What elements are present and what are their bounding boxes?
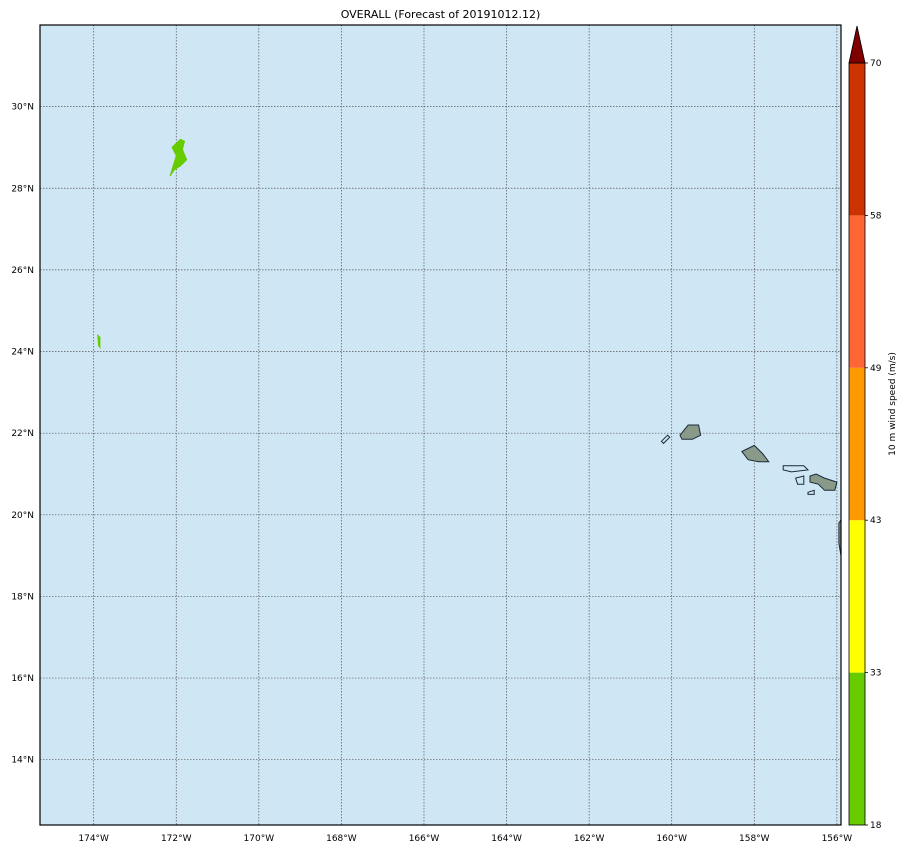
wind-patch-west — [97, 333, 101, 350]
wind-speed-shading — [97, 138, 188, 350]
hawaiian-islands — [660, 424, 841, 557]
lon-tick-label: 166°W — [409, 834, 440, 844]
colorbar-frame — [848, 62, 866, 826]
colorbar-bin — [849, 367, 865, 521]
lat-tick-label: 24°N — [11, 348, 34, 358]
lat-tick-label: 14°N — [11, 756, 34, 766]
lon-tick-label: 164°W — [491, 834, 522, 844]
colorbar-tick-label: 43 — [870, 516, 881, 526]
colorbar-tick-label: 70 — [870, 59, 882, 69]
lat-tick-label: 28°N — [11, 184, 34, 194]
wind-patch-north — [169, 138, 188, 177]
colorbar-tick-label: 18 — [870, 821, 882, 831]
lat-tick-label: 26°N — [11, 266, 34, 276]
graticule — [40, 25, 841, 825]
lat-tick-label: 20°N — [11, 511, 34, 521]
lon-tick-label: 172°W — [161, 834, 192, 844]
lat-tick-label: 30°N — [11, 103, 34, 113]
island-niihau — [660, 434, 671, 445]
ocean-background — [40, 25, 841, 825]
island-molokai — [782, 465, 810, 473]
lon-tick-label: 174°W — [78, 834, 109, 844]
map-title: OVERALL (Forecast of 20191012.12) — [340, 8, 541, 21]
lon-tick-label: 158°W — [739, 834, 770, 844]
map-frame — [39, 24, 842, 826]
colorbar-tick-label: 58 — [870, 211, 882, 221]
colorbar-bin — [849, 520, 865, 673]
lon-tick-label: 162°W — [574, 834, 605, 844]
lat-tick-label: 18°N — [11, 592, 34, 602]
lon-tick-label: 168°W — [326, 834, 357, 844]
longitude-axis: 174°W 172°W 170°W 168°W 166°W 164°W 162°W 160°W… — [78, 834, 852, 844]
colorbar-bin — [849, 63, 865, 216]
colorbar-bin — [849, 672, 865, 825]
lon-tick-label: 156°W — [822, 834, 853, 844]
island-kauai — [679, 424, 702, 440]
colorbar-bin — [849, 215, 865, 368]
island-lanai — [794, 475, 805, 485]
colorbar-tick-label: 49 — [870, 364, 882, 374]
island-maui — [809, 473, 838, 491]
colorbar: 18 33 43 49 58 70 10 m wind speed (m/s) — [848, 25, 898, 831]
lon-tick-label: 170°W — [244, 834, 275, 844]
lat-tick-label: 16°N — [11, 674, 34, 684]
colorbar-extend-arrow — [848, 25, 866, 64]
latitude-axis: 14°N 16°N 18°N 20°N 22°N 24°N 26°N 28°N 30°N — [11, 103, 34, 766]
lon-tick-label: 160°W — [656, 834, 687, 844]
colorbar-label: 10 m wind speed (m/s) — [888, 352, 898, 456]
island-kahoolawe — [807, 489, 815, 495]
colorbar-tick-label: 33 — [870, 669, 881, 679]
lat-tick-label: 22°N — [11, 429, 34, 439]
island-oahu — [741, 444, 770, 463]
